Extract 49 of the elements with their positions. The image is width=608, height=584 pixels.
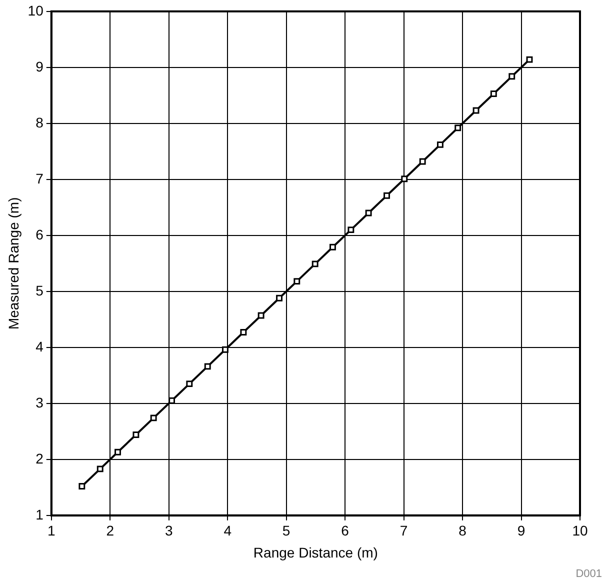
y-tick-label: 4 [36,338,44,354]
y-tick-label: 10 [28,2,44,18]
y-tick-label: 3 [36,394,44,410]
y-tick-label: 7 [36,170,44,186]
y-tick-label: 8 [36,114,44,130]
y-tick-label: 6 [36,226,44,242]
point [240,329,247,336]
x-tick-label: 7 [400,522,408,539]
point [508,73,516,80]
point [222,346,228,353]
point [419,158,426,165]
point [258,312,264,319]
x-tick-label: 9 [517,522,526,539]
x-tick-label: 8 [458,522,467,539]
x-tick-label: 10 [572,522,588,539]
point [526,56,533,63]
point [132,432,140,438]
point [490,90,497,97]
point [436,141,444,148]
point [150,414,157,422]
y-tick-label: 5 [36,282,44,298]
point [276,294,282,302]
point [329,244,336,250]
point [204,363,211,370]
y-tick-label: 2 [36,450,44,466]
point [384,192,390,199]
point [401,176,408,182]
point [294,278,300,285]
point [348,226,354,234]
point [114,448,121,456]
point [78,483,86,490]
point [186,380,193,388]
x-tick-label: 2 [106,522,114,539]
point [168,397,176,404]
x-axis-title: Range Distance (m) [253,544,378,560]
x-tick-label: 5 [282,522,290,539]
y-tick-label: 1 [36,506,44,522]
x-tick-label: 3 [164,522,173,539]
y-tick-label: 9 [36,58,44,74]
x-tick-label: 1 [47,522,56,539]
point [472,107,480,114]
point [312,260,318,268]
point [96,466,104,472]
text: D001 [576,568,602,580]
y-axis-title: Measured Range (m) [5,197,22,330]
point [365,210,372,216]
x-tick-label: 4 [224,522,232,539]
x-tick-label: 6 [341,522,350,539]
point [454,124,462,132]
